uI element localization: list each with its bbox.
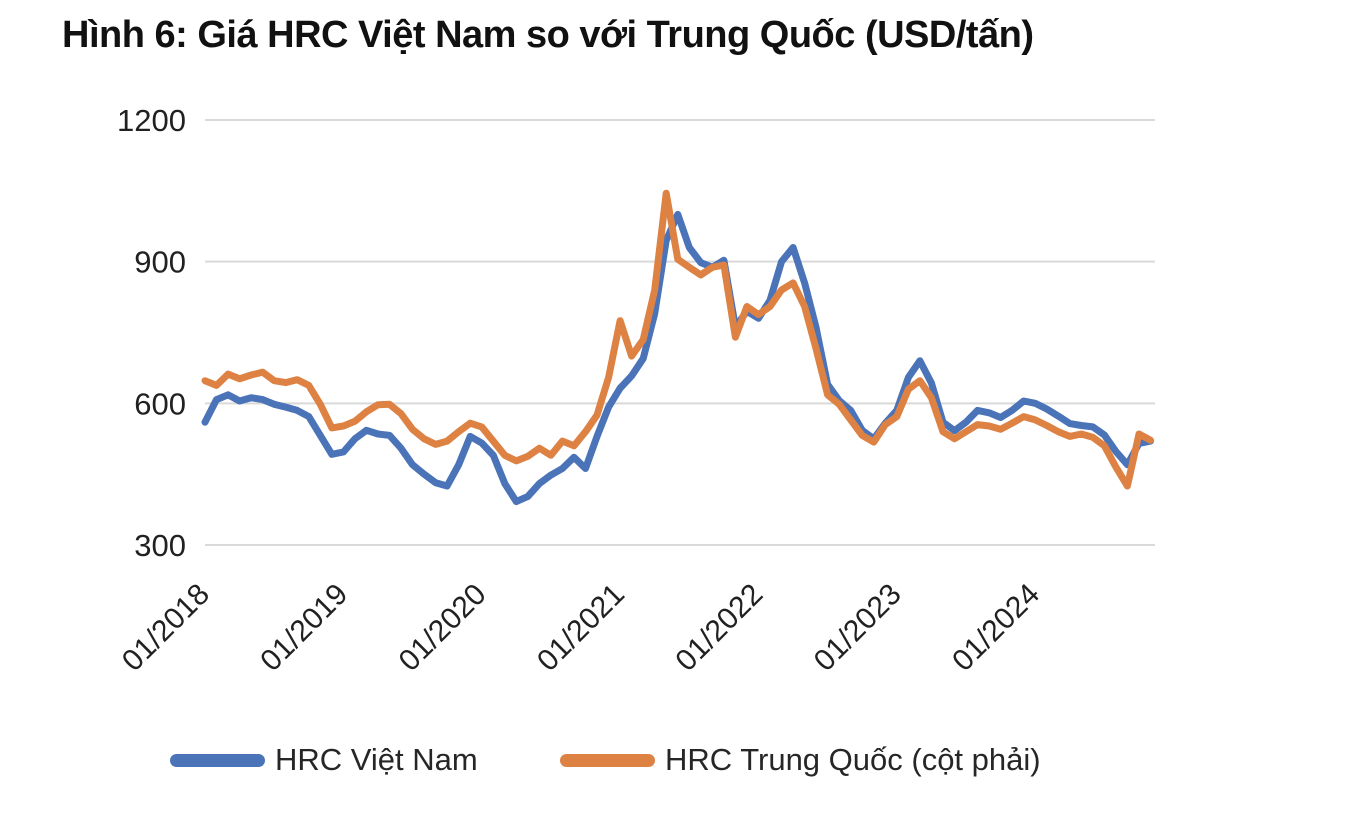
legend-label-trung-quoc: HRC Trung Quốc (cột phải)	[665, 742, 1041, 777]
legend-swatch-viet-nam-icon	[170, 753, 265, 767]
y-axis-tick-label: 1200	[117, 103, 186, 138]
legend-item-hrc-trung-quoc: HRC Trung Quốc (cột phải)	[560, 740, 1041, 780]
x-axis-tick-label: 01/2022	[669, 578, 769, 678]
chart-title: Hình 6: Giá HRC Việt Nam so với Trung Qu…	[62, 14, 1034, 56]
y-axis-tick-label: 300	[134, 528, 186, 563]
x-axis-tick-label: 01/2023	[808, 578, 908, 678]
legend-swatch-trung-quoc-icon	[560, 753, 655, 767]
series-line-1	[201, 189, 1154, 490]
x-axis-tick-label: 01/2021	[531, 578, 631, 678]
x-axis-tick-label: 01/2020	[393, 578, 493, 678]
legend-item-hrc-viet-nam: HRC Việt Nam	[170, 740, 478, 780]
x-axis-tick-label: 01/2018	[116, 578, 216, 678]
chart-legend: HRC Việt Nam HRC Trung Quốc (cột phải)	[0, 740, 1354, 780]
series-line-0	[201, 210, 1154, 506]
legend-label-viet-nam: HRC Việt Nam	[275, 742, 478, 777]
y-axis-tick-label: 900	[134, 245, 186, 280]
x-axis-tick-label: 01/2024	[946, 578, 1046, 678]
y-axis-tick-label: 600	[134, 386, 186, 421]
x-axis-tick-label: 01/2019	[254, 578, 354, 678]
